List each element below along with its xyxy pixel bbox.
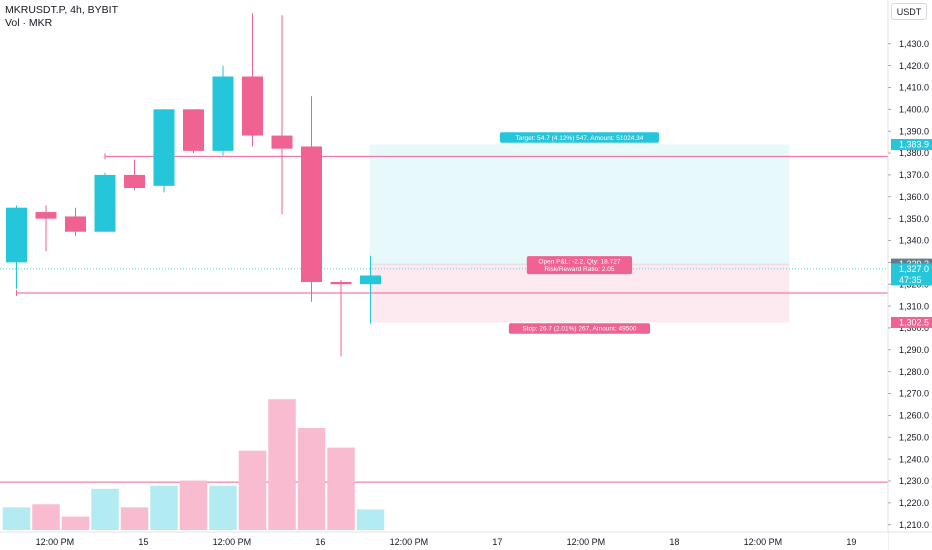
price-tick-label: 1,260.0 <box>899 411 929 421</box>
volume-bar[interactable] <box>120 507 149 530</box>
target-label[interactable]: Target: 54.7 (4.12%) 547, Amount: 51024.… <box>499 132 660 143</box>
position-labels: Target: 54.7 (4.12%) 547, Amount: 51024.… <box>499 132 660 334</box>
price-tick-label: 1,360.0 <box>899 192 929 202</box>
stop-label-bg <box>508 323 651 334</box>
volume-indicator-title[interactable]: Vol · MKR <box>5 17 53 29</box>
price-tick-label: 1,300.0 <box>899 323 929 333</box>
candle[interactable] <box>124 174 145 189</box>
time-tick-label: 12:00 PM <box>36 537 75 547</box>
volume-bar[interactable] <box>91 488 119 530</box>
price-tick-label: 1,410.0 <box>899 83 929 93</box>
time-tick-label: 15 <box>138 537 148 547</box>
candle[interactable] <box>35 212 57 219</box>
volume-bar[interactable] <box>179 480 208 530</box>
price-tick-label: 1,210.0 <box>899 520 929 530</box>
chart-legend: MKRUSDT.P, 4h, BYBIT Vol · MKR <box>5 4 118 30</box>
price-label-text: 1,302.5 <box>899 317 929 327</box>
pnl-label-text: Risk/Reward Ratio: 2.05 <box>544 266 614 273</box>
volume-bar[interactable] <box>61 516 90 530</box>
candle[interactable] <box>212 76 234 151</box>
candle[interactable] <box>330 282 352 285</box>
price-tick-label: 1,420.0 <box>899 61 929 71</box>
price-label-text: 1,383.9 <box>899 140 929 150</box>
candle[interactable] <box>360 275 381 285</box>
axis-corner[interactable] <box>889 533 932 550</box>
volume-bar[interactable] <box>268 399 296 530</box>
time-tick-label: 12:00 PM <box>744 537 783 547</box>
volume-bar[interactable] <box>32 504 60 530</box>
price-tick-label: 1,230.0 <box>899 476 929 486</box>
volume-bar[interactable] <box>327 447 355 530</box>
time-tick-label: 19 <box>846 537 856 547</box>
time-tick-label: 12:00 PM <box>213 537 252 547</box>
candle[interactable] <box>301 146 322 283</box>
volume-bar[interactable] <box>356 509 385 530</box>
price-tick-label: 1,290.0 <box>899 345 929 355</box>
time-tick-label: 18 <box>669 537 679 547</box>
position-zones <box>369 144 790 323</box>
candle[interactable] <box>271 135 293 149</box>
price-label-text: 1,327.0 <box>899 264 929 274</box>
price-tick-label: 1,250.0 <box>899 432 929 442</box>
time-tick-label: 12:00 PM <box>390 537 429 547</box>
candle[interactable] <box>153 109 175 186</box>
countdown-text: 47:35 <box>899 275 922 285</box>
price-tick-label: 1,240.0 <box>899 454 929 464</box>
candle[interactable] <box>65 216 86 232</box>
price-tick-label: 1,280.0 <box>899 367 929 377</box>
volume-bar[interactable] <box>297 428 326 530</box>
volume-bar[interactable] <box>2 507 31 530</box>
volume-bar[interactable] <box>150 485 178 530</box>
price-tick-label: 1,370.0 <box>899 170 929 180</box>
price-label[interactable] <box>891 139 932 151</box>
price-tick-label: 1,400.0 <box>899 105 929 115</box>
price-tick-label: 1,350.0 <box>899 214 929 224</box>
candle[interactable] <box>183 109 204 151</box>
candle[interactable] <box>242 76 263 136</box>
price-tick-label: 1,430.0 <box>899 39 929 49</box>
price-tick-label: 1,390.0 <box>899 126 929 136</box>
price-tick-label: 1,270.0 <box>899 389 929 399</box>
volume-bar[interactable] <box>238 450 267 530</box>
time-tick-label: 17 <box>492 537 502 547</box>
price-label[interactable] <box>891 263 932 286</box>
currency-button[interactable]: USDT <box>891 3 927 20</box>
price-tick-label: 1,220.0 <box>899 498 929 508</box>
candles <box>6 13 381 357</box>
candle[interactable] <box>94 174 116 232</box>
price-tick-label: 1,310.0 <box>899 301 929 311</box>
candle[interactable] <box>6 207 27 263</box>
horizontal-lines <box>0 153 888 483</box>
time-axis-bg <box>0 532 888 550</box>
volume-bars <box>2 399 385 530</box>
price-label[interactable] <box>891 316 932 328</box>
time-tick-label: 16 <box>315 537 325 547</box>
volume-bar[interactable] <box>209 485 237 530</box>
pnl-label-bg <box>526 256 633 275</box>
price-tick-label: 1,340.0 <box>899 236 929 246</box>
stop-label[interactable]: Stop: 26.7 (2.01%) 267, Amount: 49500 <box>508 323 651 334</box>
target-label-text: Target: 54.7 (4.12%) 547, Amount: 51024.… <box>515 135 643 142</box>
symbol-title[interactable]: MKRUSDT.P, 4h, BYBIT <box>5 4 119 16</box>
target-zone[interactable] <box>369 144 790 265</box>
price-tick-label: 1,380.0 <box>899 148 929 158</box>
pnl-label-text: Open P&L: -2.2, Qty: 18.727 <box>538 259 620 266</box>
stop-label-text: Stop: 26.7 (2.01%) 267, Amount: 49500 <box>522 326 637 333</box>
target-label-bg <box>499 132 660 143</box>
time-tick-label: 12:00 PM <box>567 537 606 547</box>
